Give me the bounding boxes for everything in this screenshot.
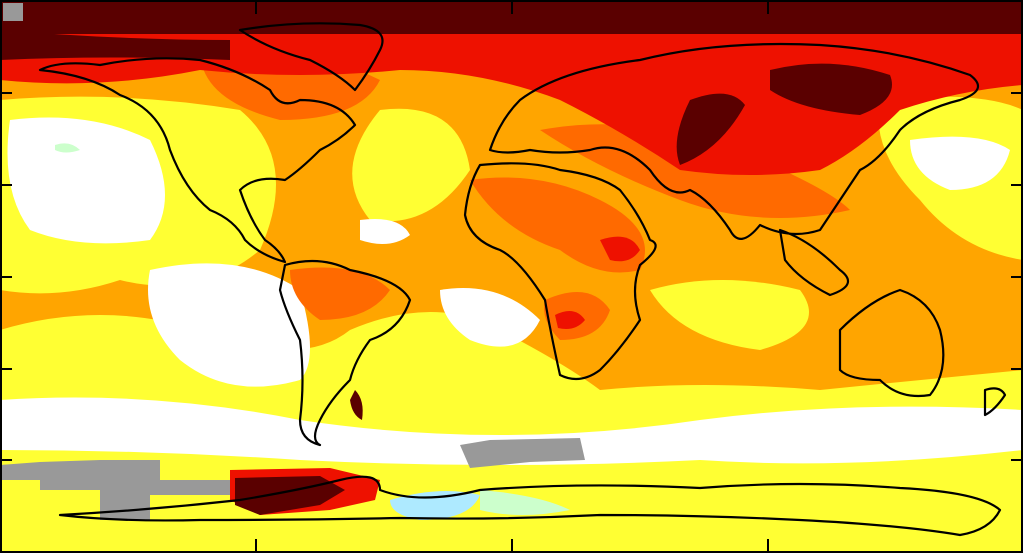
yellow-area [352, 108, 470, 222]
south-america [278, 259, 412, 447]
no-data [0, 460, 230, 520]
dark-red-area [0, 30, 230, 60]
no-data [460, 438, 585, 468]
australia [838, 288, 945, 398]
southeast-asia [778, 228, 850, 297]
white-area [0, 397, 1023, 465]
dark-red-area [770, 63, 892, 115]
red-area [0, 30, 1023, 175]
coastlines [38, 22, 1007, 537]
new-zealand [983, 387, 1007, 417]
dark-red-area [676, 93, 745, 165]
dark-red-area [350, 390, 363, 420]
white-area [360, 219, 410, 244]
white-area [7, 117, 165, 244]
cool-area [55, 143, 80, 153]
orange-red-area [470, 177, 645, 273]
red-area [555, 311, 585, 329]
red-area [600, 236, 640, 262]
africa [463, 162, 657, 381]
yellow-area [650, 280, 809, 350]
white-area [148, 263, 310, 387]
north-america [38, 57, 357, 264]
cool-area [390, 491, 480, 520]
white-area [910, 136, 1010, 190]
antarctica [58, 475, 1002, 537]
no-data [3, 3, 23, 21]
eurasia [488, 42, 980, 240]
orange-red-area [290, 267, 390, 320]
greenland [238, 22, 384, 92]
white-area [440, 288, 540, 347]
cool-area [480, 490, 570, 515]
